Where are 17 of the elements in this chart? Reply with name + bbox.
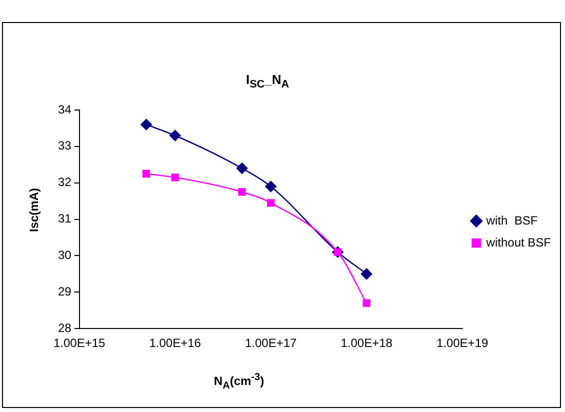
x-axis-title: N$_{A}$(cm$^{-3}$) — [212, 372, 266, 392]
x-tick-label: 1.00E+15 — [53, 336, 106, 350]
y-tick-label: 33 — [58, 138, 72, 153]
y-tick-label: 34 — [58, 102, 72, 116]
y-axis-title: Isc(mA) — [27, 188, 41, 232]
x-tick-label: 1.00E+16 — [149, 336, 202, 350]
chart-title: I$_{SC}$_N$_{A}$ — [244, 72, 290, 91]
y-tick-label: 30 — [58, 248, 72, 262]
y-tick-label: 32 — [58, 175, 72, 190]
x-tick-label: 1.00E+19 — [436, 336, 488, 350]
y-tick-label: 28 — [58, 320, 72, 335]
x-tick-label: 1.00E+17 — [244, 336, 298, 350]
legend-label: without BSF — [485, 235, 552, 250]
legend-label: with BSF — [485, 213, 538, 228]
y-tick-label: 31 — [58, 212, 72, 226]
y-tick-label: 29 — [58, 284, 72, 298]
x-tick-label: 1.00E+18 — [340, 336, 393, 350]
